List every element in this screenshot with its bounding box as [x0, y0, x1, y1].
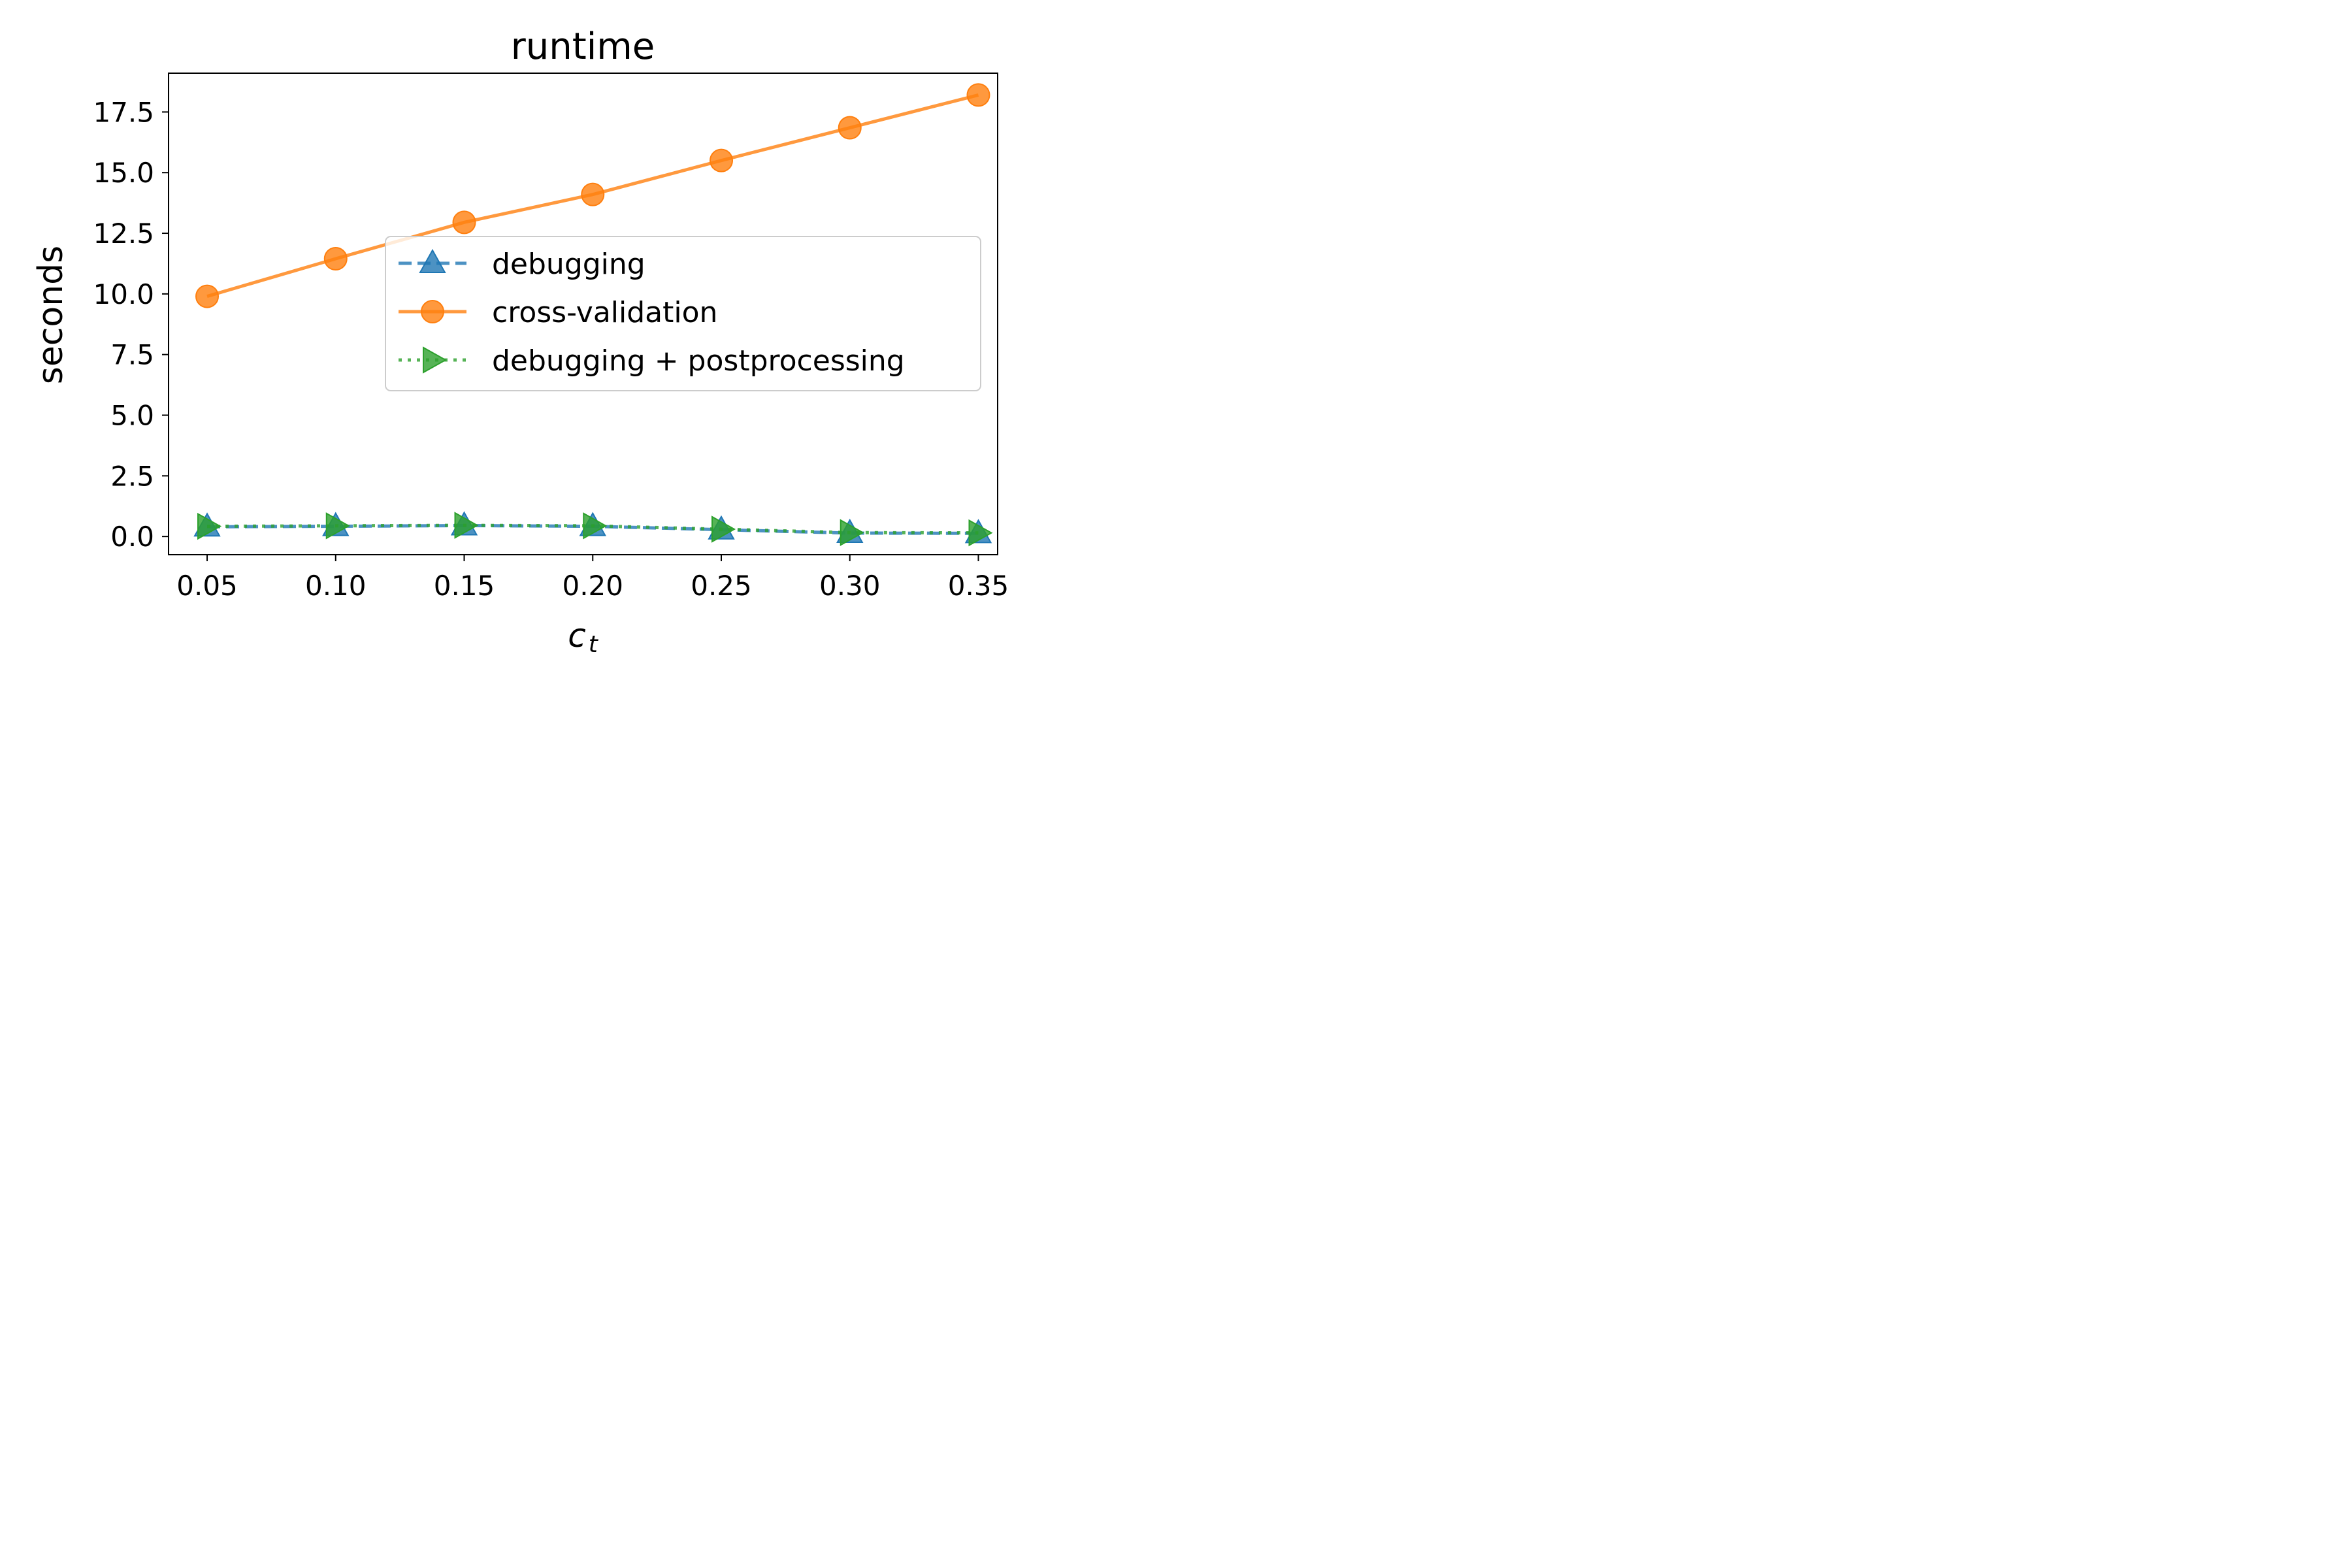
x-axis-label-main: c [568, 617, 586, 655]
x-axis-label-subscript: t [589, 631, 599, 658]
x-tick-label: 0.30 [819, 570, 881, 602]
legend-marker [421, 300, 444, 323]
data-point-cross-validation [323, 247, 348, 271]
data-point-debugging-postprocessing [325, 512, 350, 540]
data-point-cross-validation [581, 182, 605, 206]
series-cross-validation [195, 83, 990, 308]
x-tick-label: 0.25 [691, 570, 752, 602]
legend-label: debugging + postprocessing [492, 344, 905, 378]
runtime-chart: runtime 0.05 0.10 0.15 0.20 0.25 0.30 0.35 0.0 2… [31, 25, 1009, 658]
y-tick-label: 12.5 [93, 218, 154, 250]
data-point-cross-validation [838, 116, 862, 140]
legend-entry-debugging-postprocessing: debugging + postprocessing [399, 344, 905, 378]
plot-area [193, 83, 993, 547]
y-tick-label: 15.0 [93, 157, 154, 189]
x-tick-label: 0.15 [434, 570, 495, 602]
chart-title: runtime [511, 25, 655, 68]
data-point-debugging-postprocessing [711, 515, 736, 543]
x-tick-label: 0.20 [562, 570, 623, 602]
data-point-cross-validation [966, 83, 990, 107]
y-tick-label: 7.5 [110, 339, 154, 371]
legend-label: debugging [492, 248, 645, 281]
data-point-debugging-postprocessing [454, 512, 479, 539]
data-point-debugging-postprocessing [583, 512, 608, 540]
data-point-cross-validation [195, 284, 220, 308]
legend-label: cross-validation [492, 296, 717, 329]
legend-box [385, 236, 981, 391]
x-tick-label: 0.35 [948, 570, 1009, 602]
data-point-cross-validation [452, 210, 476, 235]
legend-entry-debugging: debugging [399, 248, 645, 281]
y-tick-label: 0.0 [110, 521, 154, 553]
data-point-debugging-postprocessing [197, 512, 222, 540]
data-point-debugging-postprocessing [968, 519, 993, 547]
legend-marker [423, 346, 448, 374]
y-tick-label: 17.5 [93, 96, 154, 128]
y-tick-label: 10.0 [93, 278, 154, 310]
series-debugging-postprocessing [197, 512, 993, 547]
plot-frame [168, 73, 998, 555]
y-axis-label: seconds [31, 246, 71, 385]
legend-marker [419, 248, 446, 273]
y-tick-label: 5.0 [110, 400, 154, 432]
legend-entry-cross-validation: cross-validation [399, 296, 717, 329]
x-tick-label: 0.05 [176, 570, 238, 602]
y-tick-label: 2.5 [110, 460, 154, 492]
legend: debugging cross-validation debugging + pos… [385, 236, 981, 391]
x-tick-label: 0.10 [305, 570, 367, 602]
axes: 0.05 0.10 0.15 0.20 0.25 0.30 0.35 0.0 2.5 5.0 7.5… [93, 96, 1009, 602]
data-point-debugging-postprocessing [840, 519, 864, 546]
data-point-cross-validation [710, 148, 733, 172]
